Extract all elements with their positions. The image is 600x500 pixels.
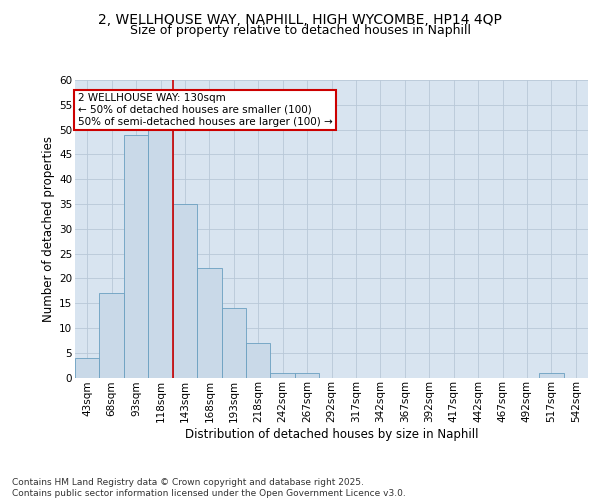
Text: Contains HM Land Registry data © Crown copyright and database right 2025.
Contai: Contains HM Land Registry data © Crown c… (12, 478, 406, 498)
Bar (271, 372, 295, 378)
Text: 2, WELLHOUSE WAY, NAPHILL, HIGH WYCOMBE, HP14 4QP: 2, WELLHOUSE WAY, NAPHILL, HIGH WYCOMBE,… (98, 12, 502, 26)
Bar (197, 268, 221, 378)
Bar (173, 204, 197, 378)
Bar (539, 372, 563, 378)
Bar (75, 358, 100, 378)
X-axis label: Distribution of detached houses by size in Naphill: Distribution of detached houses by size … (185, 428, 478, 441)
Text: Size of property relative to detached houses in Naphill: Size of property relative to detached ho… (130, 24, 470, 37)
Bar (124, 134, 148, 378)
Bar (295, 372, 319, 378)
Y-axis label: Number of detached properties: Number of detached properties (42, 136, 55, 322)
Bar (246, 343, 271, 378)
Bar (148, 130, 173, 378)
Text: 2 WELLHOUSE WAY: 130sqm
← 50% of detached houses are smaller (100)
50% of semi-d: 2 WELLHOUSE WAY: 130sqm ← 50% of detache… (77, 94, 332, 126)
Bar (221, 308, 246, 378)
Bar (100, 293, 124, 378)
